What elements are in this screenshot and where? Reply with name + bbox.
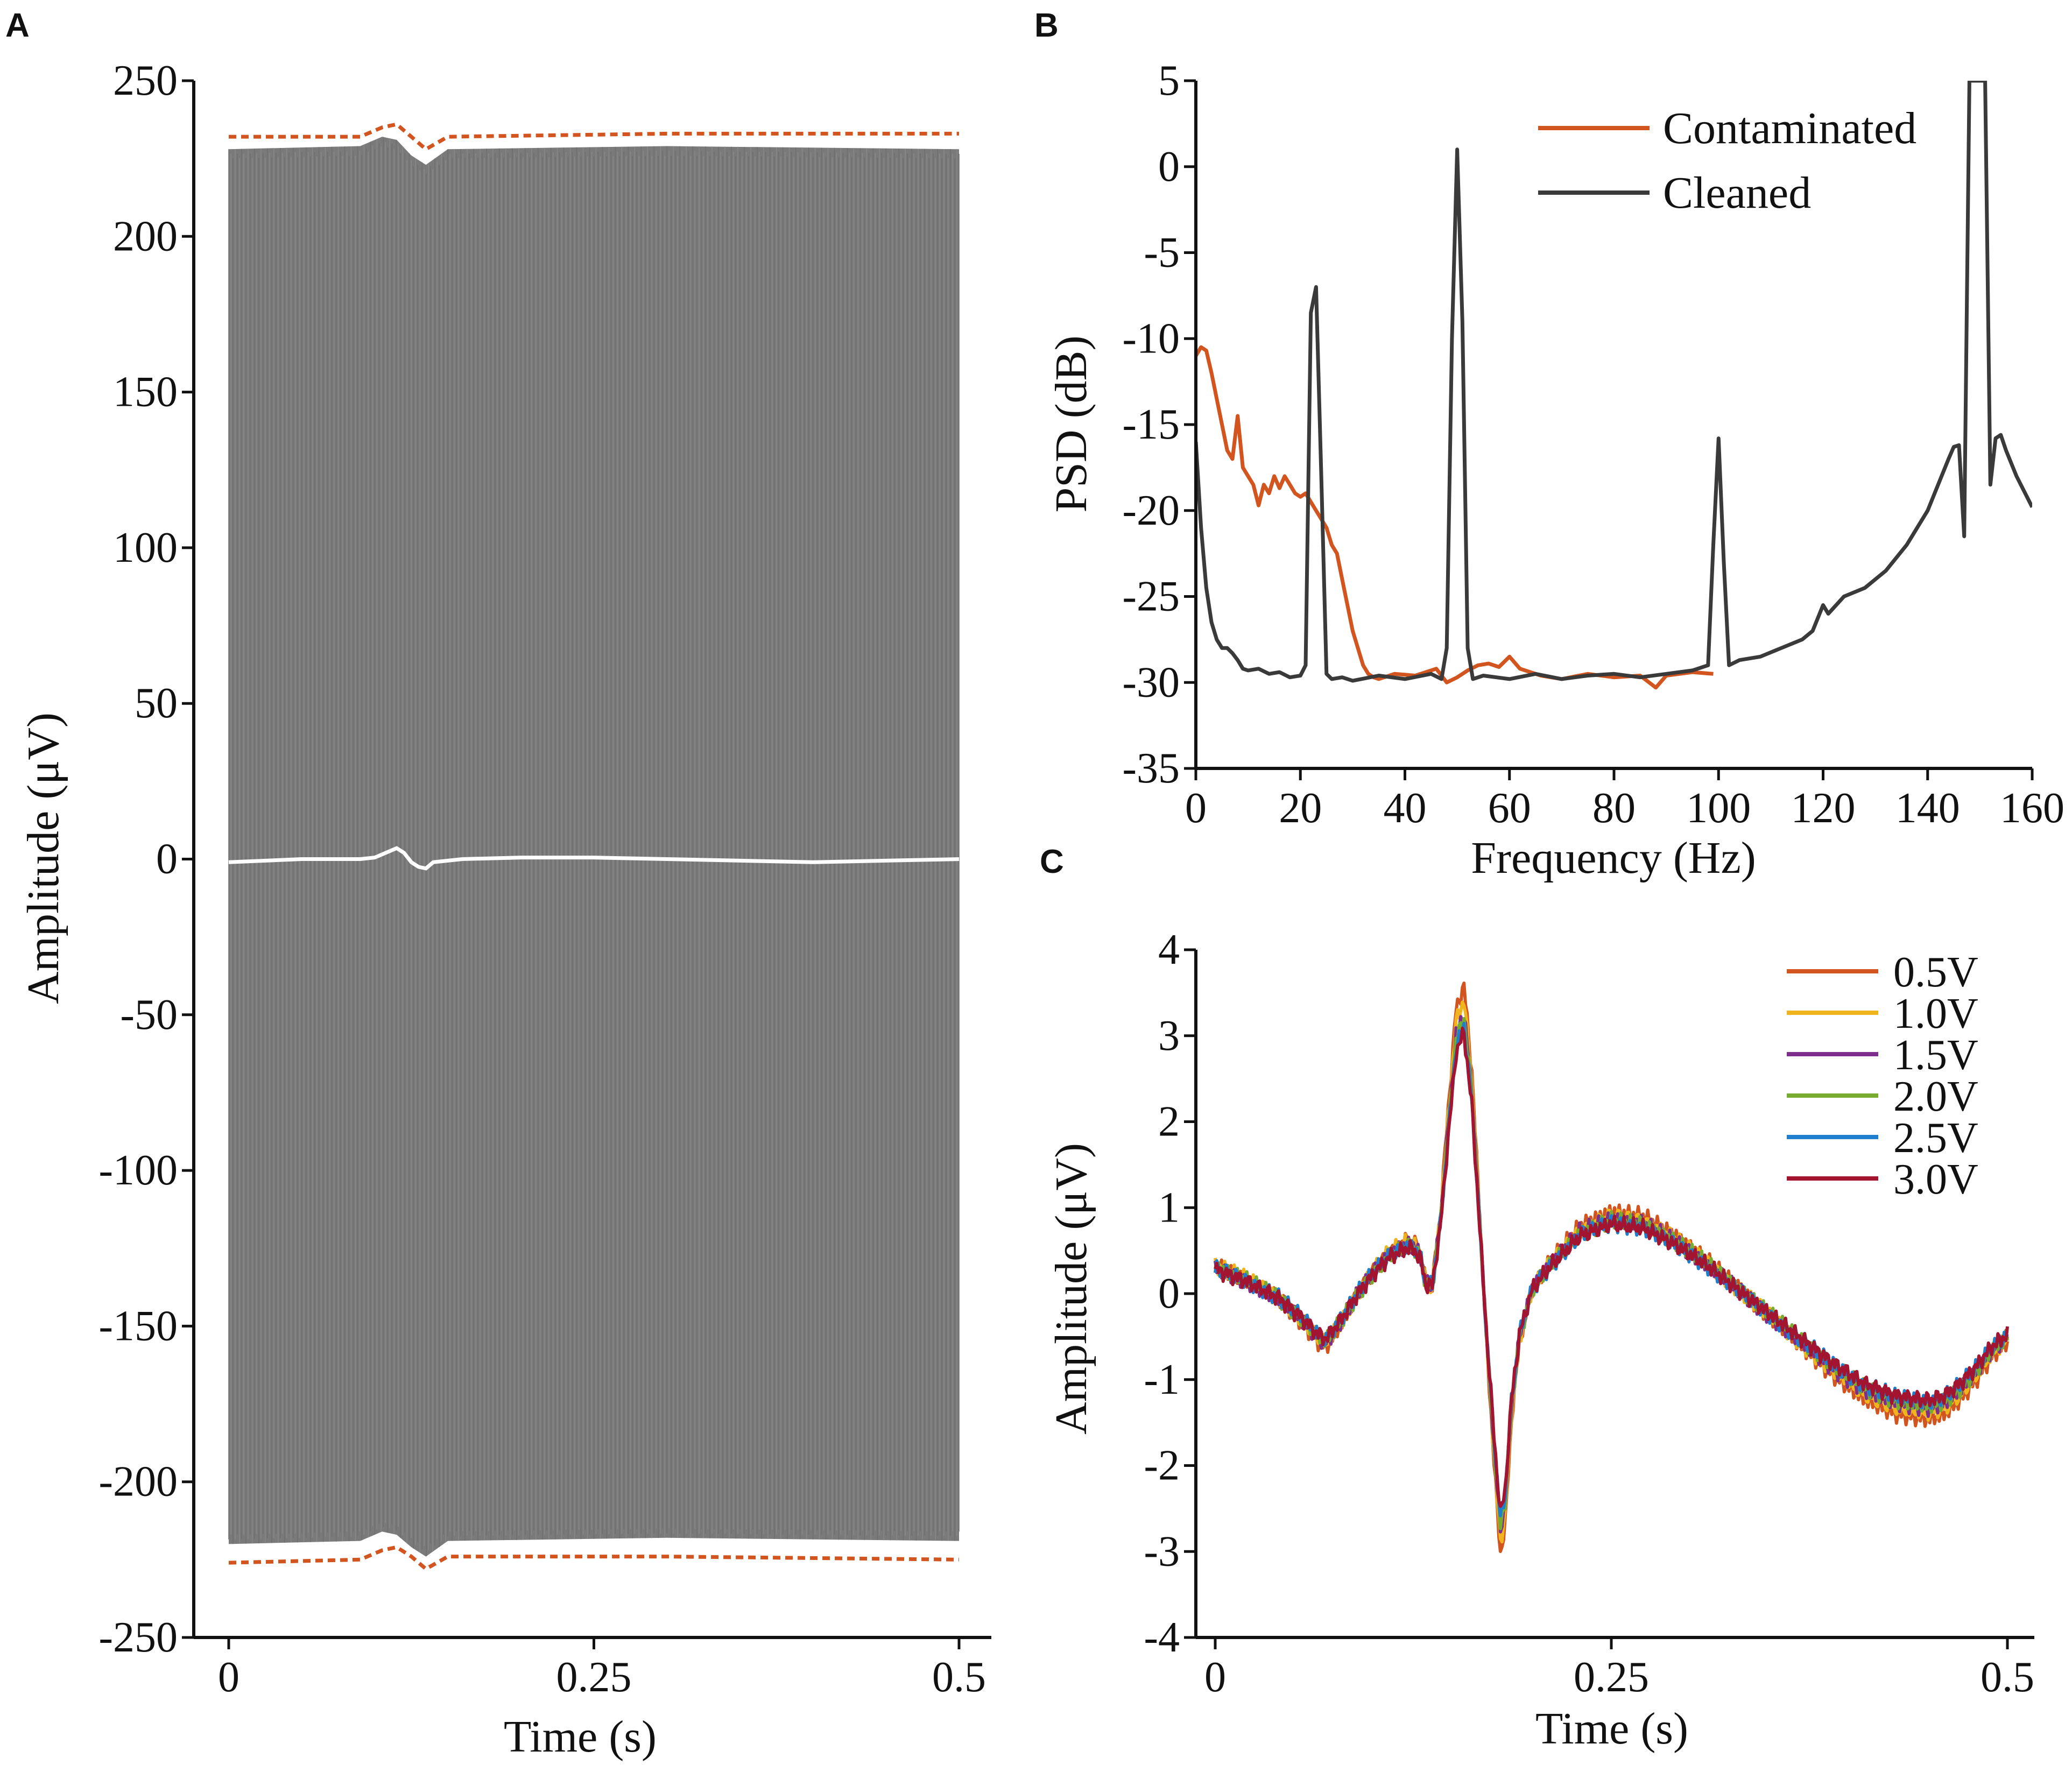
panel-c-y-tick-label: -4 [1144, 1614, 1180, 1661]
panel-c-legend-label: 2.0V [1893, 1073, 1978, 1120]
panel-letter-a: A [5, 7, 30, 44]
panel-a-x-tick-label: 0 [218, 1654, 239, 1701]
panel-a-y-tick-label: 250 [113, 57, 178, 104]
panel-a-y-tick-label: -150 [98, 1302, 178, 1350]
panel-c-legend: 0.5V1.0V1.5V2.0V2.5V3.0V [1787, 949, 1978, 1203]
panel-a-y-tick-label: 150 [113, 369, 178, 416]
panel-b-y-tick-label: -10 [1122, 315, 1180, 362]
panel-b-y-tick-label: -5 [1144, 229, 1180, 277]
panel-c-legend-label: 0.5V [1893, 949, 1978, 996]
panel-b-axes: 50-5-10-15-20-25-30-350 20 40 60 80 100 120 140… [1122, 57, 2064, 832]
panel-c-y-tick-label: 2 [1158, 1098, 1180, 1146]
panel-b-y-tick-label: -15 [1122, 401, 1180, 448]
panel-b-y-tick-label: -35 [1122, 745, 1180, 792]
panel-a-y-tick-label: -100 [98, 1147, 178, 1194]
panel-a-y-tick-label: 50 [135, 680, 178, 727]
panel-b-x-tick-label: 140 [1895, 785, 1960, 832]
panel-c-x-axis-label: Time (s) [1535, 1704, 1688, 1754]
panel-b-x-tick-label: 80 [1592, 785, 1636, 832]
panel-b-y-axis-label: PSD (dB) [1046, 335, 1096, 512]
panel-c-y-tick-label: -3 [1144, 1528, 1180, 1575]
panel-a-y-tick-label: 0 [156, 836, 178, 883]
panel-a-x-axis-label: Time (s) [504, 1712, 657, 1762]
panel-a-y-tick-label: -200 [98, 1458, 178, 1506]
panel-c-legend-label: 1.0V [1893, 990, 1978, 1037]
panel-letter-c: C [1040, 843, 1064, 880]
panel-a-y-tick-label: -250 [98, 1614, 178, 1661]
panel-a-y-axis-label: Amplitude (μV) [18, 712, 68, 1004]
panel-c-x-tick-label: 0.5 [1981, 1654, 2034, 1701]
panel-c-y-tick-label: 1 [1158, 1184, 1180, 1231]
panel-c-series-line-2.5V [1214, 1021, 2009, 1517]
panel-c-chart: 4 3 2 1 0 -1 -2 -3 -4 0 0.25 0.5 Time (s) Amplitude… [1046, 926, 2034, 1754]
panel-b-x-axis-label: Frequency (Hz) [1471, 833, 1756, 883]
panel-b-x-tick-label: 40 [1384, 785, 1427, 832]
panel-a-x-tick-label: 0.25 [556, 1654, 632, 1701]
panel-c-series-line-0.5V [1214, 982, 2009, 1554]
panel-c-series-line-3.0V [1214, 1026, 2009, 1508]
panel-b-x-tick-label: 0 [1185, 785, 1207, 832]
panel-a-x-tick-label: 0.5 [932, 1654, 986, 1701]
panel-a-lower-bound [228, 1545, 960, 1571]
panel-b-legend-label: Contaminated [1663, 103, 1916, 153]
panel-b-contaminated-line [1196, 345, 1714, 690]
panel-c-legend-label: 2.5V [1893, 1114, 1978, 1162]
panel-b-plot-area [1196, 81, 2032, 690]
panel-c-y-tick-label: -1 [1144, 1356, 1180, 1403]
panel-c-y-axis-label: Amplitude (μV) [1046, 1143, 1096, 1435]
panel-b-legend: Contaminated Cleaned [1538, 103, 1916, 218]
panel-a-y-tick-label: -50 [120, 991, 178, 1039]
panel-a-y-tick-label: 200 [113, 213, 178, 260]
panel-c-series-line-2.0V [1214, 1016, 2009, 1530]
panel-c-series-line-1.0V [1214, 1000, 2009, 1544]
panel-a-axes: 250 200 150 100 50 0 -50 -100 -150 -200 -250 0 0.25 0… [98, 57, 991, 1701]
panel-a-signal-line [228, 846, 960, 871]
panel-b-x-tick-label: 60 [1488, 785, 1531, 832]
panel-b-y-tick-label: -25 [1122, 573, 1180, 620]
panel-c-legend-label: 1.5V [1893, 1032, 1978, 1079]
panel-c-y-tick-label: 4 [1158, 926, 1180, 973]
panel-c-x-tick-label: 0.25 [1574, 1654, 1649, 1701]
panel-b-y-tick-label: -20 [1122, 487, 1180, 534]
panel-a-upper-bound [229, 122, 959, 152]
panel-b-cleaned-line [1196, 81, 2032, 683]
panel-b-y-tick-label: -30 [1122, 659, 1180, 706]
panel-b-y-tick-label: 5 [1158, 57, 1180, 104]
panel-c-y-tick-label: 0 [1158, 1270, 1180, 1317]
panel-c-series-line-1.5V [1214, 1015, 2009, 1534]
panel-c-y-tick-label: 3 [1158, 1012, 1180, 1060]
panel-c-legend-label: 3.0V [1893, 1156, 1978, 1203]
panel-a-chart: 250 200 150 100 50 0 -50 -100 -150 -200 -250 0 0.25 0… [18, 57, 991, 1762]
panel-b-x-tick-label: 100 [1686, 785, 1751, 832]
panel-letter-b: B [1034, 7, 1059, 44]
panel-b-x-tick-label: 160 [2000, 785, 2064, 832]
panel-c-plot-area [1214, 982, 2009, 1554]
panel-b-y-tick-label: 0 [1158, 143, 1180, 190]
panel-b-x-tick-label: 120 [1791, 785, 1856, 832]
panel-c-axes: 4 3 2 1 0 -1 -2 -3 -4 0 0.25 0.5 [1144, 926, 2034, 1701]
panel-a-y-tick-label: 100 [113, 524, 178, 571]
panel-a-plot-area [228, 122, 960, 1571]
panel-b-chart: 50-5-10-15-20-25-30-350 20 40 60 80 100 120 140… [1046, 57, 2064, 883]
panel-c-y-tick-label: -2 [1144, 1442, 1180, 1489]
panel-b-legend-label: Cleaned [1663, 168, 1811, 218]
panel-b-x-tick-label: 20 [1279, 785, 1322, 832]
panel-c-x-tick-label: 0 [1204, 1654, 1226, 1701]
